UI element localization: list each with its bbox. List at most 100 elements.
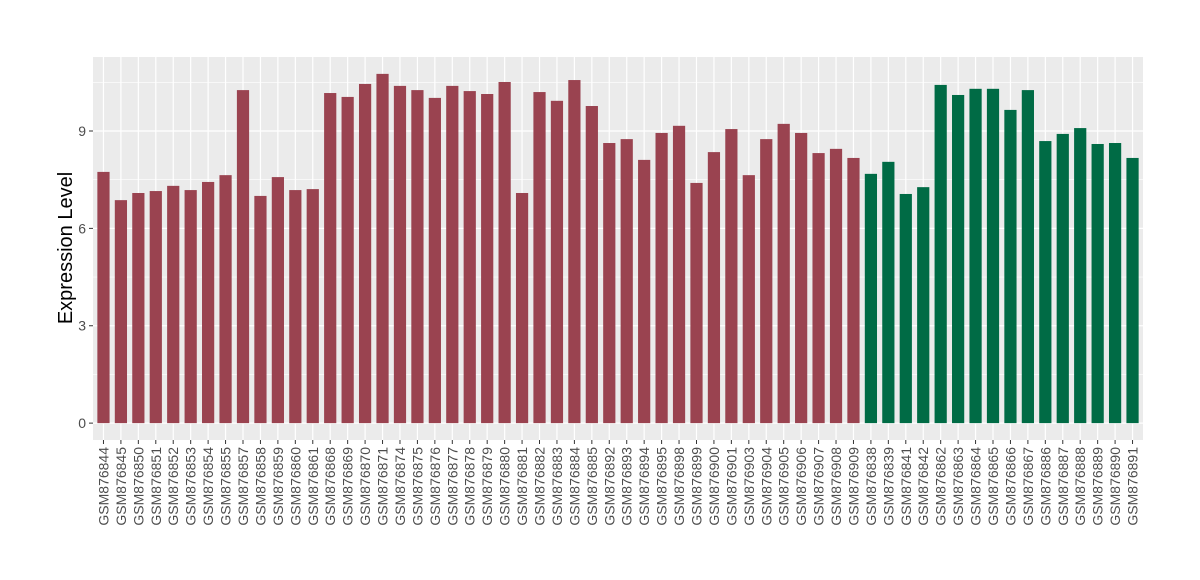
bar-GSM876888 <box>1074 128 1087 424</box>
x-tick-label: GSM876844 <box>95 447 111 526</box>
x-tick-label: GSM876839 <box>880 447 896 526</box>
x-tick-label: GSM876860 <box>287 447 303 526</box>
bar-GSM876900 <box>707 152 721 424</box>
bar-GSM876903 <box>742 175 755 424</box>
bar-GSM876866 <box>1004 109 1017 424</box>
bar-GSM876877 <box>446 85 459 424</box>
x-tick-label: GSM876838 <box>863 447 879 526</box>
bar-GSM876862 <box>934 84 947 424</box>
x-tick-label: GSM876879 <box>479 447 495 526</box>
y-tick-label: 9 <box>78 123 86 139</box>
x-tick-label: GSM876889 <box>1090 447 1106 526</box>
bar-GSM876838 <box>864 173 878 424</box>
x-tick-label: GSM876854 <box>200 447 216 526</box>
x-tick-label: GSM876909 <box>845 447 861 526</box>
bar-GSM876892 <box>603 143 616 424</box>
x-tick-label: GSM876869 <box>340 447 356 526</box>
bar-GSM876865 <box>986 88 1000 424</box>
x-tick-label: GSM876906 <box>793 447 809 526</box>
bar-GSM876859 <box>271 177 284 424</box>
x-tick-label: GSM876883 <box>549 447 565 526</box>
x-tick-label: GSM876904 <box>758 447 774 526</box>
bar-GSM876860 <box>289 190 302 424</box>
bar-GSM876880 <box>498 81 511 424</box>
x-tick-label: GSM876865 <box>985 447 1001 526</box>
bar-GSM876855 <box>219 175 232 424</box>
y-tick-label: 0 <box>78 415 86 431</box>
bar-GSM876851 <box>149 191 162 424</box>
x-tick-label: GSM876866 <box>1002 447 1018 526</box>
bar-GSM876891 <box>1126 157 1139 424</box>
bar-GSM876889 <box>1091 143 1104 424</box>
x-tick-label: GSM876881 <box>514 447 530 526</box>
x-tick-label: GSM876870 <box>357 447 373 526</box>
x-tick-label: GSM876886 <box>1037 447 1053 526</box>
x-tick-label: GSM876877 <box>444 447 460 526</box>
bar-GSM876874 <box>393 85 407 424</box>
bar-GSM876842 <box>917 187 930 424</box>
x-tick-label: GSM876850 <box>130 447 146 526</box>
x-tick-label: GSM876852 <box>165 447 181 526</box>
x-tick-label: GSM876907 <box>811 447 827 526</box>
bar-GSM876895 <box>655 132 668 424</box>
x-tick-label: GSM876878 <box>462 447 478 526</box>
x-tick-label: GSM876863 <box>950 447 966 526</box>
bar-GSM876893 <box>620 139 633 424</box>
x-tick-label: GSM876868 <box>322 447 338 526</box>
bar-GSM876886 <box>1039 141 1052 424</box>
x-tick-label: GSM876862 <box>933 447 949 526</box>
x-axis: GSM876844 GSM876845 GSM876850 GSM876851 GSM8… <box>95 440 1141 526</box>
bar-GSM876879 <box>481 94 494 424</box>
x-tick-label: GSM876890 <box>1107 447 1123 526</box>
x-tick-label: GSM876871 <box>375 447 391 526</box>
bar-GSM876844 <box>97 171 110 424</box>
x-tick-label: GSM876891 <box>1125 447 1141 526</box>
bar-GSM876878 <box>463 91 476 424</box>
x-tick-label: GSM876892 <box>601 447 617 526</box>
bar-GSM876876 <box>428 97 441 424</box>
x-tick-label: GSM876901 <box>723 447 739 526</box>
bar-GSM876885 <box>585 106 598 424</box>
bar-GSM876907 <box>812 153 825 424</box>
x-tick-label: GSM876908 <box>828 447 844 526</box>
plot-panel <box>93 57 1143 440</box>
x-tick-label: GSM876874 <box>392 447 408 526</box>
x-tick-label: GSM876887 <box>1055 447 1071 526</box>
x-tick-label: GSM876855 <box>218 447 234 526</box>
bar-GSM876890 <box>1108 143 1122 424</box>
y-tick-label: 6 <box>78 220 86 236</box>
x-tick-label: GSM876875 <box>409 447 425 526</box>
bar-GSM876863 <box>952 94 965 424</box>
bar-GSM876882 <box>533 92 546 424</box>
bar-GSM876858 <box>254 195 267 424</box>
x-tick-label: GSM876845 <box>113 447 129 526</box>
bar-GSM876871 <box>376 73 389 424</box>
bar-GSM876869 <box>341 96 354 424</box>
bar-GSM876905 <box>777 123 790 424</box>
x-tick-label: GSM876841 <box>898 447 914 526</box>
x-tick-label: GSM876858 <box>252 447 268 526</box>
bar-GSM876841 <box>899 193 912 424</box>
bar-GSM876857 <box>236 90 250 424</box>
bar-GSM876853 <box>184 190 197 424</box>
x-tick-label: GSM876894 <box>636 447 652 526</box>
bar-GSM876887 <box>1056 133 1069 424</box>
bar-GSM876904 <box>760 139 773 424</box>
bar-GSM876861 <box>306 189 319 424</box>
x-tick-label: GSM876864 <box>968 447 984 526</box>
bar-GSM876898 <box>672 125 686 424</box>
x-tick-label: GSM876851 <box>148 447 164 526</box>
x-tick-label: GSM876893 <box>619 447 635 526</box>
bar-GSM876901 <box>725 129 738 424</box>
bar-GSM876868 <box>324 93 337 424</box>
bar-GSM876854 <box>202 181 215 424</box>
x-tick-label: GSM876861 <box>305 447 321 526</box>
bar-GSM876870 <box>358 83 372 424</box>
y-tick-label: 3 <box>78 318 86 334</box>
x-tick-label: GSM876905 <box>776 447 792 526</box>
bar-GSM876906 <box>795 132 808 424</box>
x-tick-label: GSM876884 <box>566 447 582 526</box>
bar-GSM876884 <box>568 80 581 424</box>
bar-GSM876867 <box>1021 90 1034 424</box>
